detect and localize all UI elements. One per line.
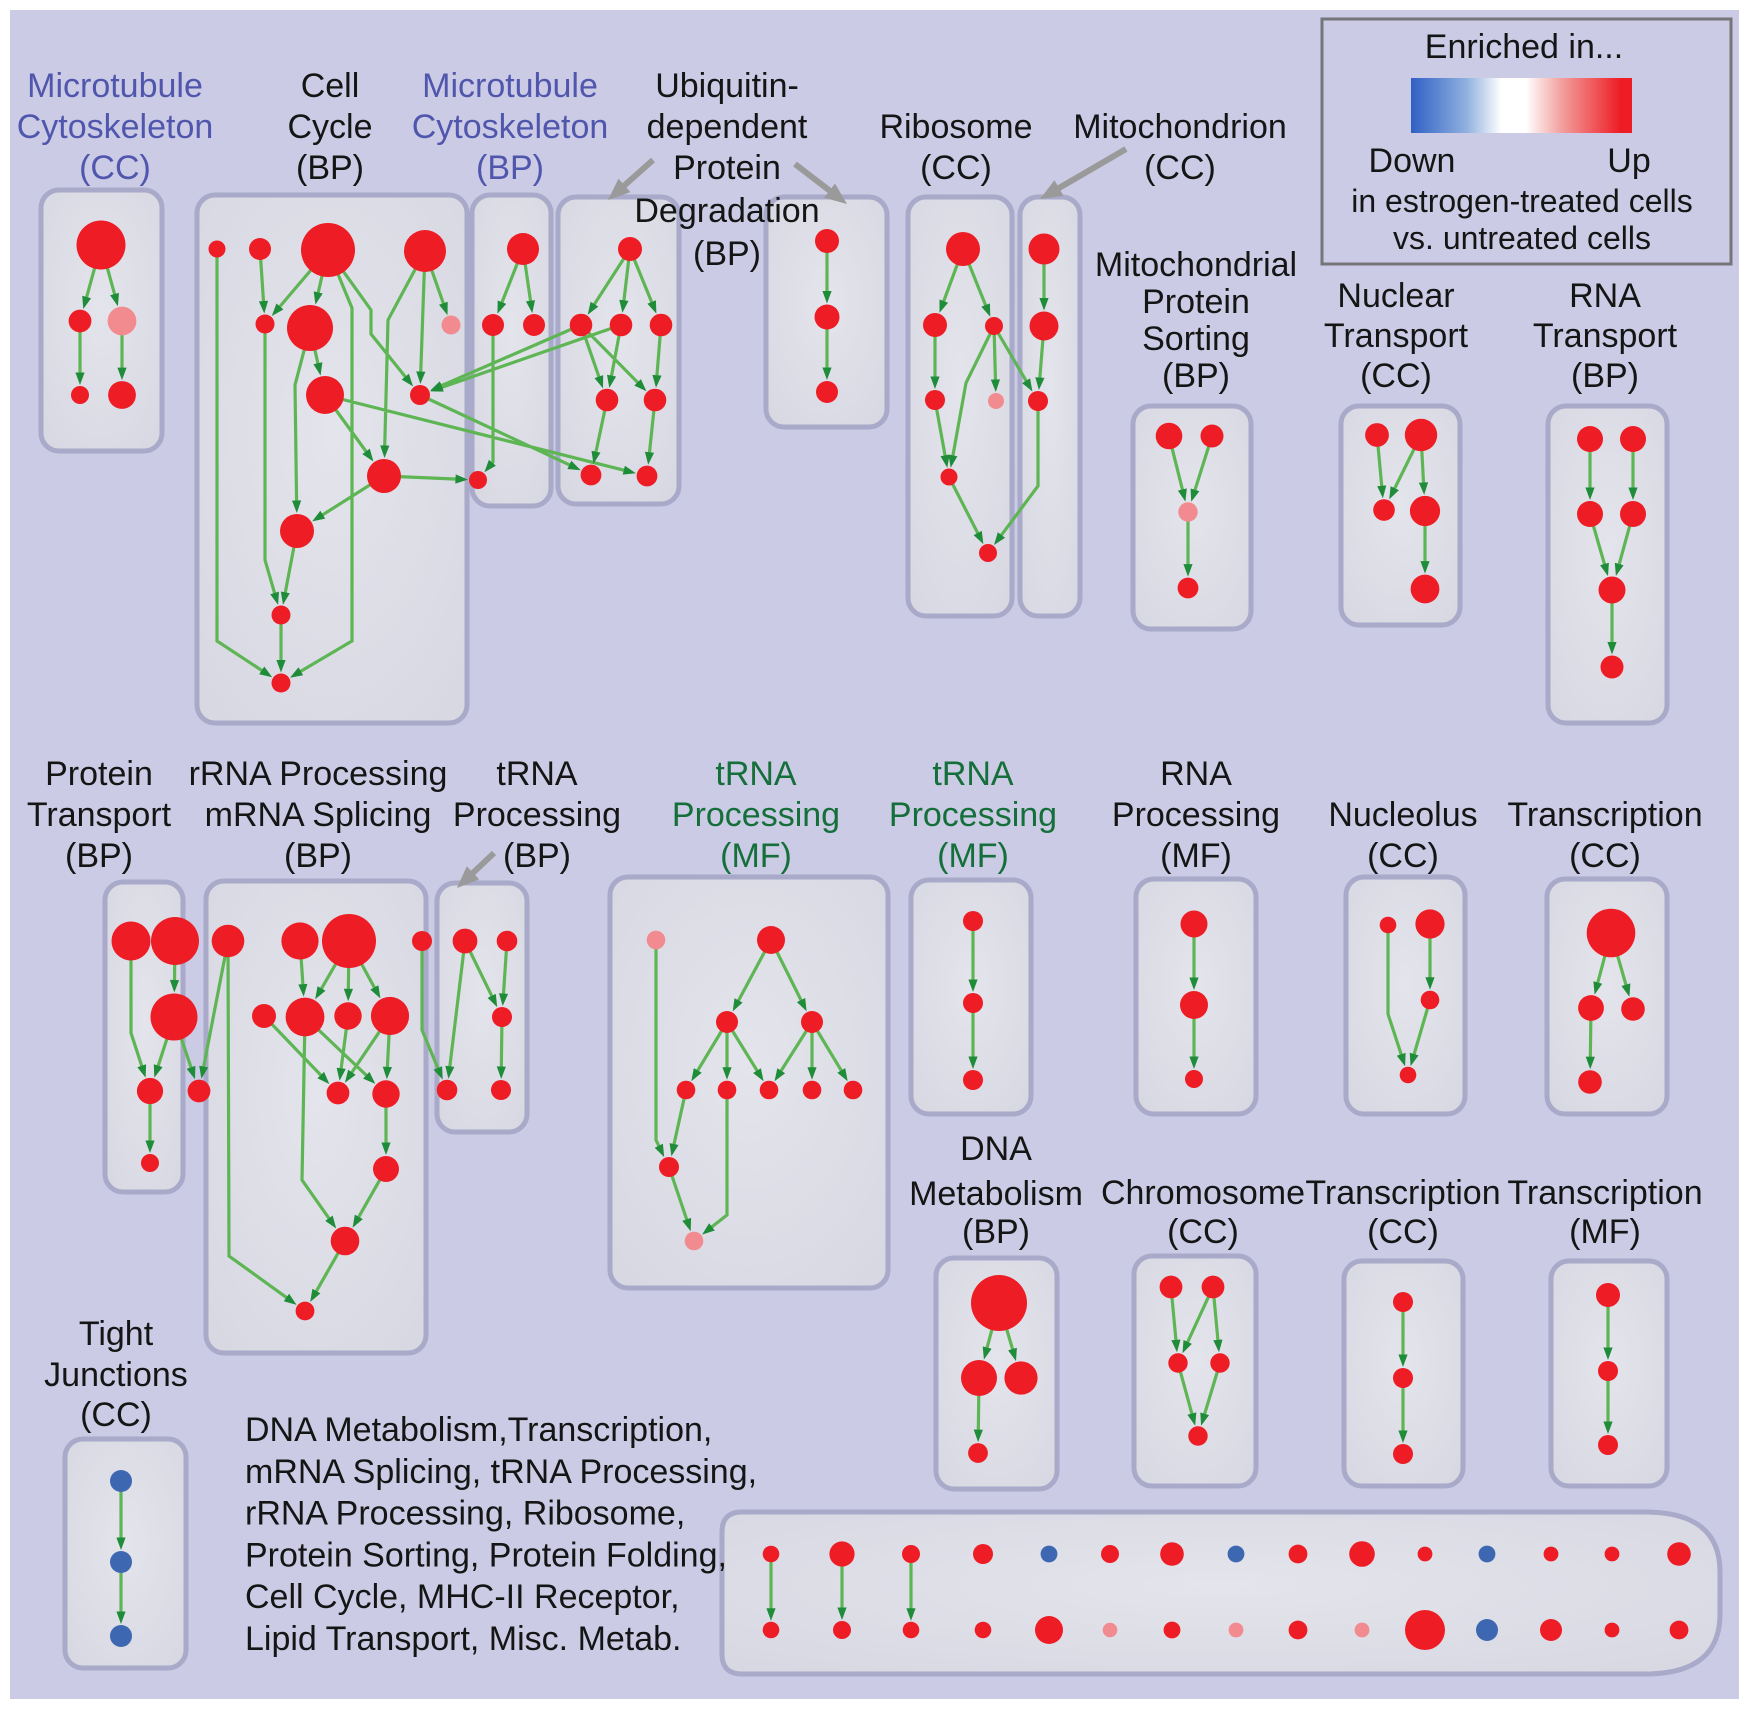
svg-text:Lipid Transport, Misc. Metab.: Lipid Transport, Misc. Metab. (245, 1620, 682, 1658)
svg-text:Metabolism: Metabolism (909, 1175, 1083, 1213)
svg-text:Microtubule: Microtubule (27, 67, 203, 105)
svg-text:Nucleolus: Nucleolus (1328, 796, 1477, 834)
svg-text:Ubiquitin-: Ubiquitin- (655, 67, 799, 105)
svg-text:Transport: Transport (1533, 317, 1678, 355)
svg-text:DNA: DNA (960, 1130, 1032, 1168)
svg-text:Transport: Transport (1324, 317, 1469, 355)
svg-text:Mitochondrial: Mitochondrial (1095, 246, 1297, 284)
svg-text:(BP): (BP) (65, 837, 133, 875)
svg-text:(CC): (CC) (80, 1396, 152, 1434)
svg-text:Up: Up (1607, 142, 1650, 180)
svg-text:(BP): (BP) (476, 149, 544, 187)
svg-text:(CC): (CC) (1360, 357, 1432, 395)
svg-text:Cell: Cell (301, 67, 360, 105)
svg-text:(BP): (BP) (284, 837, 352, 875)
svg-text:Processing: Processing (1112, 796, 1280, 834)
svg-text:Cycle: Cycle (287, 108, 372, 146)
svg-text:Cytoskeleton: Cytoskeleton (412, 108, 609, 146)
svg-text:DNA Metabolism,Transcription,: DNA Metabolism,Transcription, (245, 1411, 712, 1449)
svg-text:(CC): (CC) (79, 149, 151, 187)
svg-text:Protein: Protein (45, 755, 153, 793)
svg-text:Transcription: Transcription (1305, 1174, 1500, 1212)
svg-text:Protein: Protein (1142, 283, 1250, 321)
svg-text:(BP): (BP) (1571, 357, 1639, 395)
svg-text:(CC): (CC) (1167, 1213, 1239, 1251)
svg-text:(BP): (BP) (503, 837, 571, 875)
svg-text:(BP): (BP) (1162, 357, 1230, 395)
svg-text:Processing: Processing (672, 796, 840, 834)
svg-text:Cell Cycle, MHC-II Receptor,: Cell Cycle, MHC-II Receptor, (245, 1578, 680, 1616)
svg-text:Protein: Protein (673, 149, 781, 187)
svg-text:(MF): (MF) (720, 837, 792, 875)
svg-text:Down: Down (1369, 142, 1456, 180)
svg-text:rRNA Processing: rRNA Processing (189, 755, 448, 793)
svg-text:Sorting: Sorting (1142, 320, 1250, 358)
svg-text:Degradation: Degradation (634, 192, 819, 230)
svg-text:Microtubule: Microtubule (422, 67, 598, 105)
svg-text:Nuclear: Nuclear (1337, 277, 1454, 315)
svg-text:Enriched in...: Enriched in... (1425, 28, 1623, 66)
svg-text:rRNA Processing, Ribosome,: rRNA Processing, Ribosome, (245, 1495, 685, 1533)
svg-text:mRNA Splicing, tRNA Processing: mRNA Splicing, tRNA Processing, (245, 1453, 757, 1491)
svg-text:(CC): (CC) (920, 149, 992, 187)
svg-text:tRNA: tRNA (496, 755, 578, 793)
svg-text:Cytoskeleton: Cytoskeleton (17, 108, 214, 146)
svg-text:RNA: RNA (1569, 277, 1641, 315)
svg-text:(CC): (CC) (1367, 837, 1439, 875)
svg-text:(MF): (MF) (1569, 1213, 1641, 1251)
svg-text:RNA: RNA (1160, 755, 1232, 793)
svg-text:Junctions: Junctions (44, 1356, 188, 1394)
svg-text:Tight: Tight (79, 1315, 154, 1353)
svg-text:Ribosome: Ribosome (879, 108, 1032, 146)
svg-text:Transcription: Transcription (1507, 1174, 1702, 1212)
svg-text:(BP): (BP) (962, 1213, 1030, 1251)
svg-text:(CC): (CC) (1144, 149, 1216, 187)
svg-text:(BP): (BP) (693, 235, 761, 273)
svg-text:(MF): (MF) (1160, 837, 1232, 875)
svg-text:in estrogen-treated cells: in estrogen-treated cells (1351, 183, 1693, 219)
svg-text:Chromosome: Chromosome (1101, 1174, 1305, 1212)
svg-text:(CC): (CC) (1367, 1213, 1439, 1251)
svg-text:Processing: Processing (889, 796, 1057, 834)
svg-text:Protein Sorting, Protein Foldi: Protein Sorting, Protein Folding, (245, 1536, 727, 1574)
svg-text:(CC): (CC) (1569, 837, 1641, 875)
svg-text:(BP): (BP) (296, 149, 364, 187)
svg-text:dependent: dependent (647, 108, 808, 146)
svg-text:vs. untreated cells: vs. untreated cells (1393, 220, 1651, 256)
svg-text:tRNA: tRNA (715, 755, 797, 793)
svg-text:Processing: Processing (453, 796, 621, 834)
svg-text:tRNA: tRNA (932, 755, 1014, 793)
svg-text:mRNA Splicing: mRNA Splicing (205, 796, 432, 834)
svg-text:Mitochondrion: Mitochondrion (1073, 108, 1287, 146)
svg-text:Transcription: Transcription (1507, 796, 1702, 834)
svg-text:Transport: Transport (27, 796, 172, 834)
svg-text:(MF): (MF) (937, 837, 1009, 875)
